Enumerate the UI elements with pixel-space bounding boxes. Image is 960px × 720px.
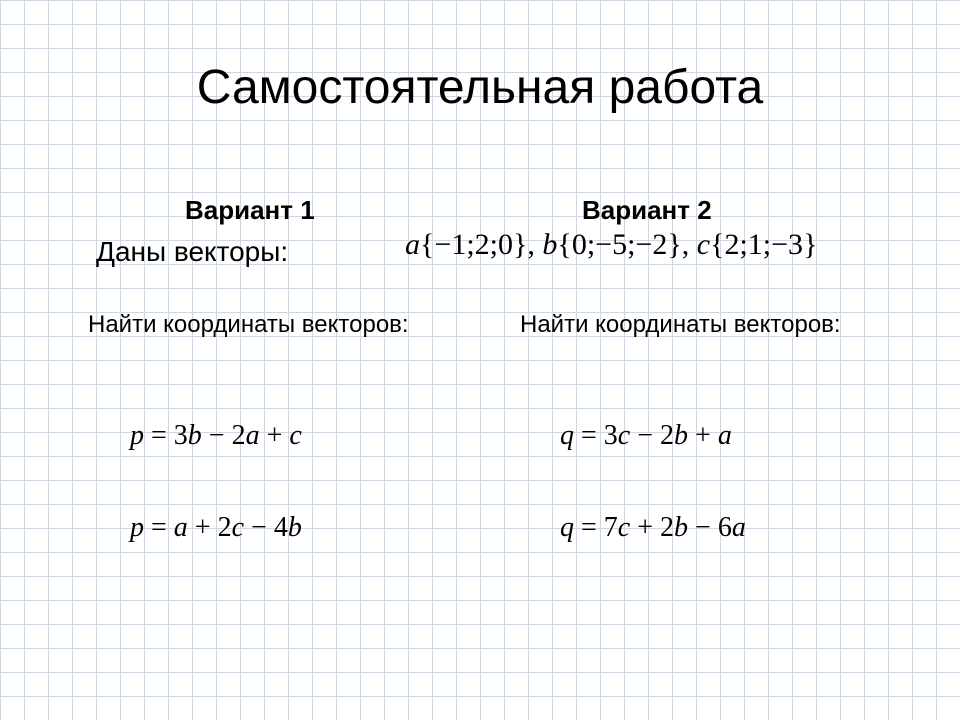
variant2-formula-2: q = 7c + 2b − 6a [560, 512, 746, 544]
vector-b-name: b [542, 228, 557, 261]
variant2-formula-1: q = 3c − 2b + a [560, 420, 732, 452]
vector-a-coords: −1;2;0 [434, 228, 513, 261]
vector-a-name: a [405, 228, 420, 261]
variant2-heading: Вариант 2 [582, 195, 712, 226]
vector-c-coords: 2;1;−3 [724, 228, 803, 261]
variant1-heading: Вариант 1 [185, 195, 315, 226]
variant2-find-label: Найти координаты векторов: [520, 310, 841, 340]
page-title: Самостоятельная работа [0, 60, 960, 115]
given-vectors-label: Даны векторы: [96, 236, 288, 268]
variant1-formula-1: p = 3b − 2a + c [130, 420, 302, 452]
variant1-find-label: Найти координаты векторов: [88, 310, 409, 340]
given-vectors-values: a{−1;2;0}, b{0;−5;−2}, c{2;1;−3} [405, 228, 817, 262]
variant1-formula-2: p = a + 2c − 4b [130, 512, 302, 544]
vector-c-name: c [697, 228, 710, 261]
vector-b-coords: 0;−5;−2 [572, 228, 668, 261]
